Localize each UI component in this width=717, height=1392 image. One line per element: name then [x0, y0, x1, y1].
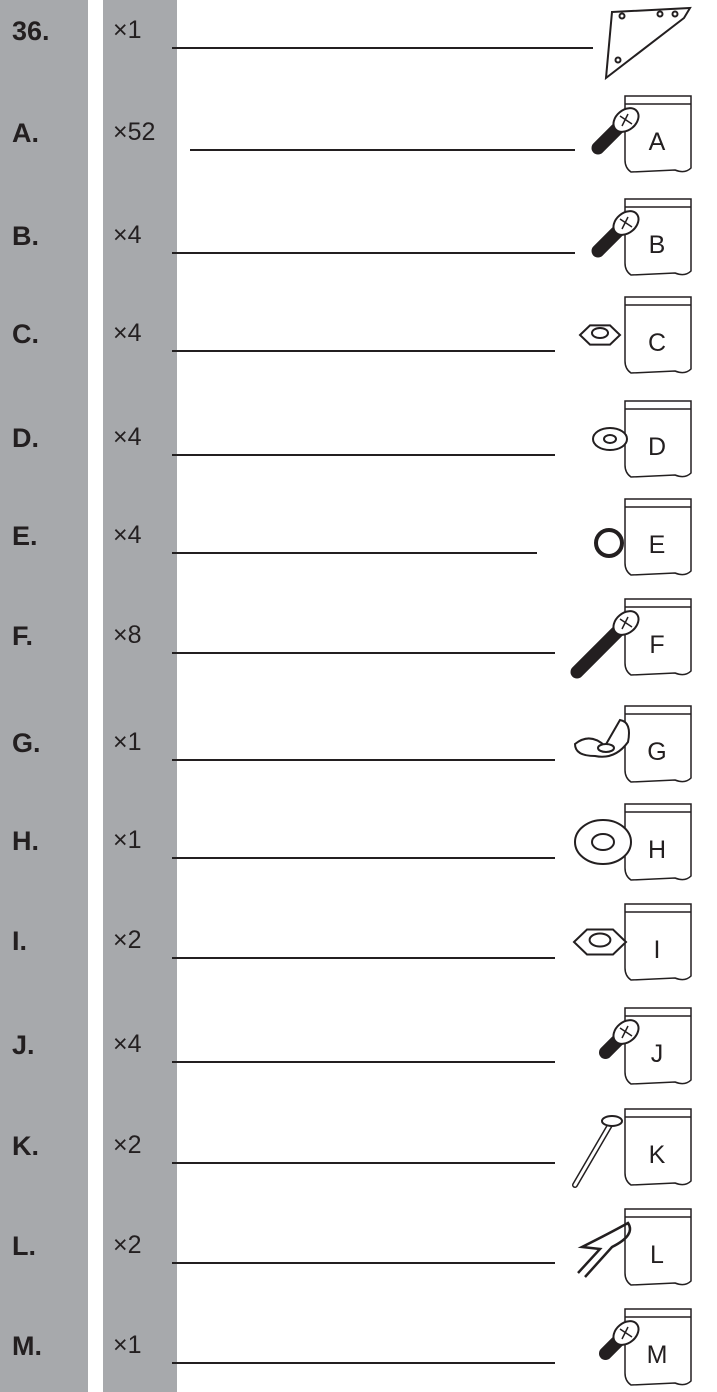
part-icon — [570, 610, 640, 679]
item-label: K. — [12, 1131, 39, 1161]
slot — [619, 1326, 633, 1340]
item-label: F. — [12, 621, 33, 651]
item-quantity: ×2 — [113, 1131, 142, 1159]
nut-hole — [591, 327, 609, 339]
bag-letter: K — [649, 1141, 666, 1169]
part-icon — [592, 427, 628, 451]
item-quantity: ×2 — [113, 926, 142, 954]
bag-letter: J — [651, 1040, 664, 1068]
bag-letter: G — [647, 738, 666, 766]
plate — [604, 6, 692, 81]
quantity-column — [103, 0, 177, 1392]
item-quantity: ×4 — [113, 423, 142, 451]
slot — [619, 113, 633, 127]
shank — [570, 620, 629, 679]
slot — [619, 616, 633, 630]
part-icon — [573, 718, 630, 758]
bag-letter: A — [649, 128, 666, 156]
bag — [624, 400, 692, 478]
item-quantity: ×4 — [113, 221, 142, 249]
bag-letter: L — [650, 1241, 664, 1269]
bag — [624, 1208, 692, 1286]
part-icon — [591, 107, 640, 155]
bag-letter: M — [647, 1341, 668, 1369]
bag-letter: F — [649, 631, 664, 659]
part-icon — [594, 528, 624, 558]
part-icon — [577, 1221, 632, 1278]
item-quantity: ×1 — [113, 826, 142, 854]
washer-hole — [603, 434, 617, 444]
wingnut-hole — [597, 743, 615, 753]
item-quantity: ×1 — [113, 728, 142, 756]
item-quantity: ×52 — [113, 118, 155, 146]
bag — [624, 95, 692, 173]
item-quantity: ×4 — [113, 1030, 142, 1058]
item-label: G. — [12, 728, 41, 758]
bag-letter: D — [648, 433, 666, 461]
bag — [624, 598, 692, 676]
item-quantity: ×1 — [113, 1331, 142, 1359]
hole — [618, 12, 626, 20]
hole — [656, 10, 664, 18]
item-label: M. — [12, 1331, 42, 1361]
part-icon — [574, 819, 632, 865]
bag-letter: I — [654, 936, 661, 964]
bag — [624, 1108, 692, 1186]
bag — [624, 1308, 692, 1386]
item-label: A. — [12, 118, 39, 148]
item-quantity: ×4 — [113, 319, 142, 347]
item-label: B. — [12, 221, 39, 251]
item-label: H. — [12, 826, 39, 856]
item-label: J. — [12, 1030, 35, 1060]
bag — [624, 1007, 692, 1085]
slot — [619, 216, 633, 230]
item-label: 36. — [12, 16, 50, 46]
bag — [624, 198, 692, 276]
bag-letter: E — [649, 531, 666, 559]
item-label: D. — [12, 423, 39, 453]
pin-head — [601, 1115, 623, 1127]
bag-letter: C — [648, 329, 666, 357]
part-icon — [604, 6, 692, 81]
item-quantity: ×8 — [113, 621, 142, 649]
part-icon — [578, 324, 622, 346]
part-icon — [572, 928, 628, 956]
item-label: I. — [12, 926, 27, 956]
nut-hole — [588, 932, 612, 948]
bag — [624, 903, 692, 981]
bag-letter: B — [649, 231, 666, 259]
clip — [577, 1221, 632, 1278]
item-quantity: ×2 — [113, 1231, 142, 1259]
bag — [624, 705, 692, 783]
bag — [624, 498, 692, 576]
item-quantity: ×1 — [113, 16, 142, 44]
bag — [624, 296, 692, 374]
bag — [624, 803, 692, 881]
item-label: E. — [12, 521, 38, 551]
wingnut — [573, 718, 630, 758]
washer-hole — [591, 833, 615, 851]
part-icon — [591, 210, 640, 258]
part-icon — [572, 1115, 623, 1188]
ring — [594, 528, 624, 558]
part-icon — [599, 1019, 640, 1059]
hole — [614, 56, 622, 64]
pin-inner — [573, 1123, 612, 1187]
item-label: C. — [12, 319, 39, 349]
label-column — [0, 0, 88, 1392]
hole — [671, 10, 679, 18]
slot — [619, 1025, 633, 1039]
bag-letter: H — [648, 836, 666, 864]
item-label: L. — [12, 1231, 36, 1261]
part-icon — [599, 1320, 640, 1360]
item-quantity: ×4 — [113, 521, 142, 549]
